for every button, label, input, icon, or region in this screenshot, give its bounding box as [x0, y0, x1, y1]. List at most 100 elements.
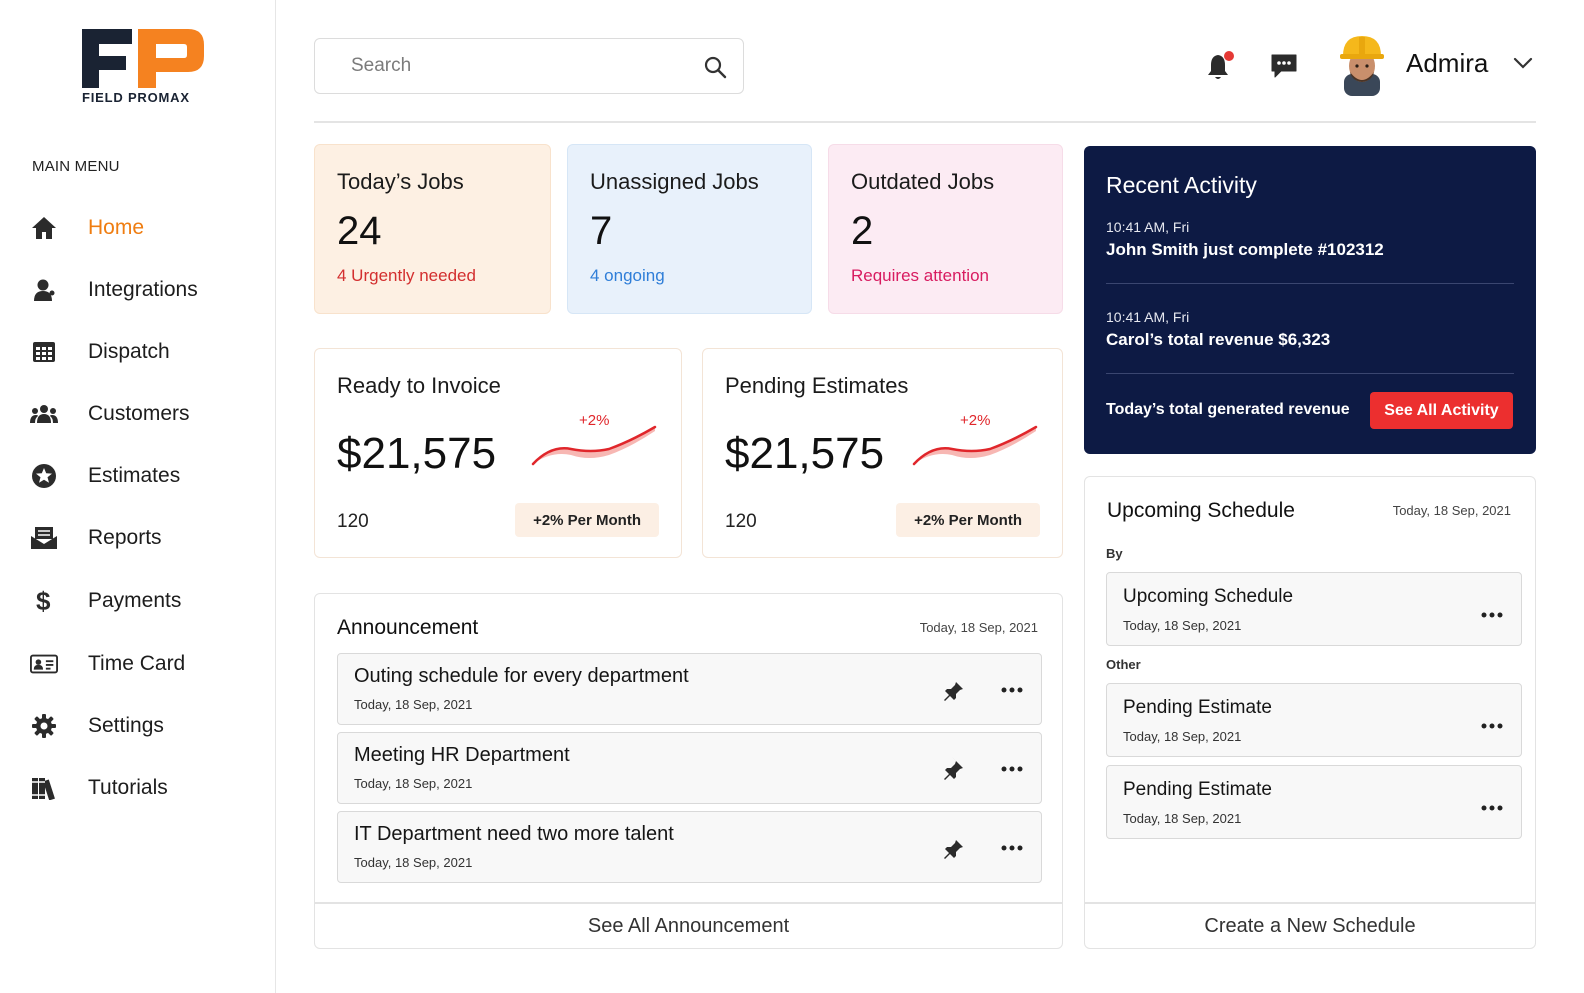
- sidebar: FIELD PROMAX MAIN MENU Home Integrations…: [0, 0, 276, 993]
- header-divider: [314, 121, 1536, 123]
- announcement-date: Today, 18 Sep, 2021: [919, 620, 1038, 635]
- announcement-title: Announcement: [337, 616, 479, 639]
- search-box: [314, 38, 744, 94]
- more-options-icon[interactable]: [1001, 838, 1023, 856]
- logo-wordmark: FIELD PROMAX: [82, 90, 190, 105]
- card-count: 120: [337, 511, 369, 532]
- chevron-down-icon[interactable]: [1512, 56, 1534, 75]
- user-name[interactable]: Admira: [1406, 48, 1489, 78]
- schedule-other-label: Other: [1106, 657, 1141, 672]
- card-count: 120: [725, 511, 757, 532]
- field-promax-logo[interactable]: [80, 28, 210, 108]
- avatar[interactable]: [1338, 34, 1386, 96]
- main-menu-title: MAIN MENU: [32, 158, 120, 175]
- stat-card-unassigned-jobs[interactable]: Unassigned Jobs 7 4 ongoing: [567, 144, 812, 314]
- svg-text:$: $: [36, 587, 51, 615]
- stat-card-outdated-jobs[interactable]: Outdated Jobs 2 Requires attention: [828, 144, 1063, 314]
- sidebar-item-estimates[interactable]: Estimates: [30, 456, 260, 496]
- envelope-icon: [30, 524, 58, 552]
- more-options-icon[interactable]: [1481, 798, 1503, 816]
- more-options-icon[interactable]: [1481, 716, 1503, 734]
- create-new-schedule-button[interactable]: Create a New Schedule: [1085, 902, 1535, 948]
- trend-sparkline: +2%: [531, 412, 657, 466]
- sidebar-item-label: Tutorials: [88, 776, 168, 799]
- pin-icon[interactable]: [943, 676, 967, 707]
- stat-title: Today’s Jobs: [337, 169, 464, 194]
- sidebar-item-tutorials[interactable]: Tutorials: [30, 768, 260, 808]
- see-all-announcement-button[interactable]: See All Announcement: [315, 902, 1062, 948]
- sidebar-item-payments[interactable]: $ Payments: [30, 581, 260, 621]
- card-title: Ready to Invoice: [337, 373, 501, 398]
- total-revenue-label: Today’s total generated revenue: [1106, 401, 1350, 418]
- stat-value: 2: [851, 209, 874, 253]
- more-options-icon[interactable]: [1001, 680, 1023, 698]
- ready-to-invoice-card[interactable]: Ready to Invoice $21,575 +2% 120 +2% Per…: [314, 348, 682, 558]
- announcement-panel: Announcement Today, 18 Sep, 2021 Outing …: [314, 593, 1063, 949]
- announcement-item[interactable]: IT Department need two more talent Today…: [337, 811, 1042, 883]
- sidebar-item-integrations[interactable]: Integrations: [30, 270, 260, 310]
- announcement-item-title: IT Department need two more talent: [354, 823, 674, 845]
- announcement-item[interactable]: Outing schedule for every department Tod…: [337, 653, 1042, 725]
- stat-title: Outdated Jobs: [851, 169, 995, 194]
- chat-icon[interactable]: [1270, 52, 1298, 85]
- schedule-by-label: By: [1106, 546, 1123, 561]
- stat-card-todays-jobs[interactable]: Today’s Jobs 24 4 Urgently needed: [314, 144, 551, 314]
- stat-value: 7: [590, 209, 613, 253]
- sidebar-item-label: Dispatch: [88, 340, 170, 363]
- sidebar-item-label: Payments: [88, 589, 182, 612]
- sidebar-item-label: Home: [88, 216, 145, 239]
- card-amount: $21,575: [725, 429, 885, 478]
- schedule-date: Today, 18 Sep, 2021: [1392, 503, 1511, 518]
- notification-bell-icon[interactable]: [1204, 50, 1236, 87]
- sidebar-item-label: Integrations: [88, 278, 198, 301]
- announcement-item-date: Today, 18 Sep, 2021: [354, 697, 473, 712]
- schedule-item[interactable]: Pending Estimate Today, 18 Sep, 2021: [1106, 765, 1522, 839]
- activity-divider: [1106, 373, 1514, 374]
- growth-badge: +2% Per Month: [896, 503, 1040, 537]
- sidebar-item-home[interactable]: Home: [30, 208, 260, 248]
- users-icon: [30, 400, 58, 428]
- trend-sparkline: +2%: [912, 412, 1038, 466]
- sidebar-item-label: Time Card: [88, 652, 186, 675]
- star-circle-icon: [30, 462, 58, 490]
- more-options-icon[interactable]: [1001, 759, 1023, 777]
- stat-subtext: Requires attention: [851, 266, 989, 285]
- upcoming-schedule-panel: Upcoming Schedule Today, 18 Sep, 2021 By…: [1084, 476, 1536, 949]
- user-icon: [30, 276, 58, 304]
- pending-estimates-card[interactable]: Pending Estimates $21,575 +2% 120 +2% Pe…: [702, 348, 1063, 558]
- pin-icon[interactable]: [943, 834, 967, 865]
- schedule-item-date: Today, 18 Sep, 2021: [1123, 729, 1242, 744]
- stat-value: 24: [337, 209, 382, 253]
- schedule-item-date: Today, 18 Sep, 2021: [1123, 618, 1242, 633]
- schedule-item-title: Pending Estimate: [1123, 779, 1272, 800]
- schedule-item-title: Pending Estimate: [1123, 697, 1272, 718]
- search-input[interactable]: [351, 55, 681, 77]
- id-card-icon: [30, 650, 58, 678]
- announcement-item-title: Meeting HR Department: [354, 744, 570, 766]
- schedule-title: Upcoming Schedule: [1107, 499, 1295, 522]
- sidebar-item-settings[interactable]: Settings: [30, 706, 260, 746]
- calendar-grid-icon: [30, 338, 58, 366]
- sidebar-item-time-card[interactable]: Time Card: [30, 644, 260, 684]
- stat-title: Unassigned Jobs: [590, 169, 759, 194]
- notification-dot: [1224, 51, 1234, 61]
- schedule-item[interactable]: Pending Estimate Today, 18 Sep, 2021: [1106, 683, 1522, 757]
- more-options-icon[interactable]: [1481, 605, 1503, 623]
- pin-icon[interactable]: [943, 755, 967, 786]
- sidebar-item-reports[interactable]: Reports: [30, 518, 260, 558]
- growth-badge: +2% Per Month: [515, 503, 659, 537]
- announcement-item-date: Today, 18 Sep, 2021: [354, 855, 473, 870]
- schedule-item[interactable]: Upcoming Schedule Today, 18 Sep, 2021: [1106, 572, 1522, 646]
- sidebar-item-customers[interactable]: Customers: [30, 394, 260, 434]
- sidebar-item-dispatch[interactable]: Dispatch: [30, 332, 260, 372]
- announcement-item[interactable]: Meeting HR Department Today, 18 Sep, 202…: [337, 732, 1042, 804]
- gear-icon: [30, 712, 58, 740]
- sidebar-item-label: Settings: [88, 714, 164, 737]
- activity-text: Carol’s total revenue $6,323: [1106, 330, 1331, 349]
- activity-time: 10:41 AM, Fri: [1106, 309, 1190, 325]
- see-all-activity-button[interactable]: See All Activity: [1370, 392, 1513, 429]
- search-icon[interactable]: [703, 55, 727, 84]
- stat-subtext: 4 Urgently needed: [337, 266, 476, 285]
- announcement-item-title: Outing schedule for every department: [354, 665, 689, 687]
- sidebar-item-label: Reports: [88, 526, 162, 549]
